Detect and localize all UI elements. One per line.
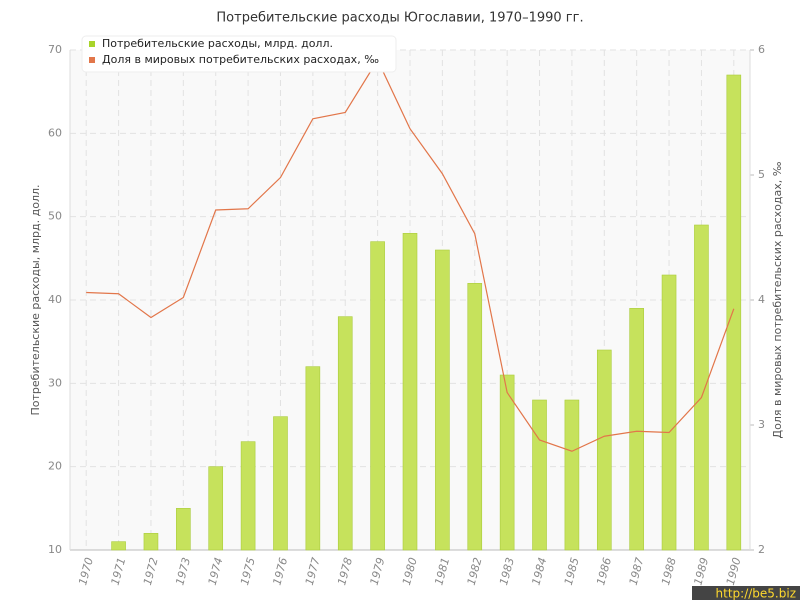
y-tick-label: 20 (48, 460, 62, 473)
legend-swatch (89, 41, 95, 47)
x-tick-label: 1977 (303, 556, 323, 586)
bar (435, 249, 450, 551)
x-tick-label: 1980 (400, 556, 420, 586)
watermark-bg (692, 586, 800, 600)
legend-label: Потребительские расходы, млрд. долл. (102, 37, 333, 50)
bar (629, 308, 644, 551)
bar (143, 533, 159, 551)
x-tick-label: 1984 (530, 556, 550, 586)
chart-title: Потребительские расходы Югославии, 1970–… (216, 11, 583, 26)
bar (596, 349, 612, 551)
bar (726, 74, 742, 551)
x-tick-label: 1971 (109, 556, 129, 586)
x-tick-label: 1987 (627, 556, 647, 586)
bar (208, 466, 224, 551)
legend-box (81, 35, 397, 73)
x-tick-label: 1989 (691, 556, 711, 586)
y-axis-title: Потребительские расходы, млрд. долл. (29, 185, 42, 416)
x-tick-label: 1978 (335, 556, 355, 586)
bar (337, 316, 353, 551)
x-tick-label: 1990 (724, 556, 744, 586)
x-tick-label: 1972 (141, 556, 161, 586)
y2-tick-label: 6 (758, 43, 765, 56)
bar (370, 241, 385, 551)
line (86, 58, 735, 452)
bar (273, 416, 288, 551)
x-tick-label: 1983 (497, 556, 517, 586)
x-tick-label: 1986 (594, 556, 614, 586)
bar (402, 233, 418, 551)
x-tick-label: 1979 (368, 556, 388, 586)
bar (111, 541, 126, 551)
y-tick-label: 10 (48, 543, 62, 556)
x-tick-label: 1975 (238, 556, 258, 586)
bar (564, 399, 580, 551)
legend-label: Доля в мировых потребительских расходах,… (102, 53, 379, 66)
x-tick-label: 1976 (270, 556, 290, 586)
x-tick-label: 1981 (432, 556, 452, 586)
y-tick-label: 60 (48, 126, 62, 139)
x-tick-label: 1982 (465, 556, 485, 586)
x-tick-label: 1985 (562, 556, 582, 586)
x-tick-label: 1988 (659, 556, 679, 586)
bar (467, 283, 483, 551)
y-tick-label: 40 (48, 293, 62, 306)
y-tick-label: 30 (48, 376, 62, 389)
bar (240, 441, 256, 551)
bar (305, 366, 321, 551)
bar (176, 508, 191, 551)
bar (661, 274, 677, 551)
y-tick-label: 70 (48, 43, 62, 56)
y2-tick-label: 5 (758, 168, 765, 181)
y2-tick-label: 2 (758, 543, 765, 556)
bar (532, 399, 547, 551)
watermark: http://be5.biz (716, 587, 796, 600)
bar (694, 224, 709, 551)
x-tick-label: 1974 (206, 556, 226, 586)
x-tick-label: 1973 (173, 556, 193, 586)
y2-tick-label: 4 (758, 293, 765, 306)
x-tick-label: 1970 (76, 556, 96, 586)
y2-axis-title: Доля в мировых потребительских расходах,… (771, 161, 784, 438)
legend-swatch (89, 57, 95, 63)
y2-tick-label: 3 (758, 418, 765, 431)
bar (499, 374, 515, 551)
y-tick-label: 50 (48, 210, 62, 223)
